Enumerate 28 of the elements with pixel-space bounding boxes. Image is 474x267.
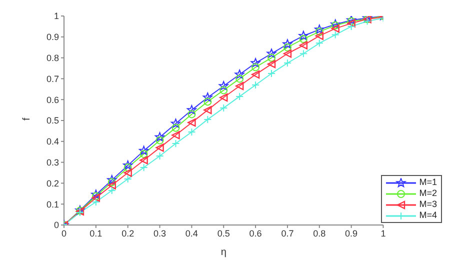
y-tick-label: 0.4 [46, 136, 59, 147]
x-tick-label: 0.2 [122, 228, 134, 238]
x-tick-label: 0.4 [185, 228, 198, 238]
y-tick-label: 0.8 [46, 52, 59, 63]
x-tick-label: 0.1 [90, 228, 102, 238]
x-tick-label: 0.3 [154, 228, 166, 238]
x-axis-title: η [220, 247, 226, 258]
y-tick-label: 0.7 [46, 74, 59, 84]
x-tick-label: 0.7 [281, 228, 294, 238]
y-tick-label: 1 [54, 11, 59, 22]
y-tick-label: 0.6 [46, 94, 59, 105]
y-tick-label: 0.1 [46, 199, 59, 210]
legend-label: M=1 [419, 177, 437, 188]
y-tick-label: 0 [54, 220, 59, 230]
x-tick-label: 0.6 [249, 228, 262, 238]
y-tick-label: 0.5 [46, 116, 59, 126]
x-tick-label: 0.9 [345, 228, 358, 238]
y-tick-label: 0.3 [46, 157, 59, 168]
y-tick-label: 0.9 [46, 32, 59, 42]
y-tick-label: 0.2 [46, 178, 59, 188]
x-tick-label: 1 [380, 228, 386, 238]
legend-label: M=2 [419, 188, 437, 199]
x-tick-label: 0.8 [313, 228, 326, 238]
legend-label: M=4 [419, 210, 437, 221]
x-tick-label: 0 [61, 228, 67, 238]
y-axis-title: f [22, 118, 33, 120]
x-tick-label: 0.5 [217, 228, 230, 238]
legend-label: M=3 [419, 199, 437, 210]
